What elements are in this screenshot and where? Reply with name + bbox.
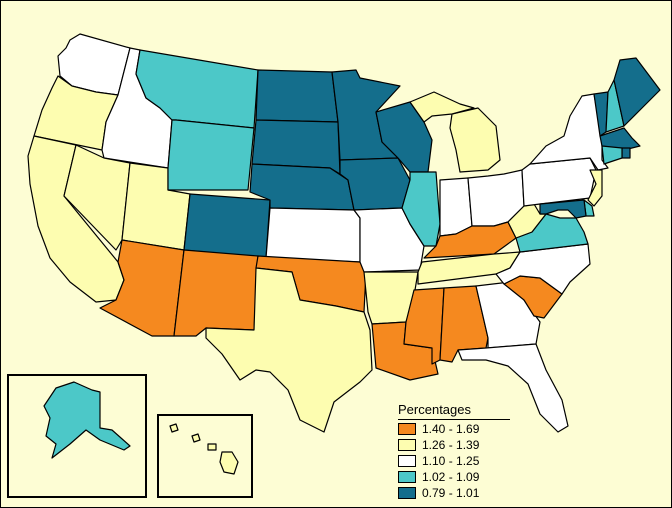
state-maryland xyxy=(539,199,587,219)
legend-title: Percentages xyxy=(398,402,510,420)
legend-swatch xyxy=(398,470,416,483)
alaska-inset xyxy=(43,381,131,459)
legend-item: 1.10 - 1.25 xyxy=(398,453,518,468)
state-rhode-island xyxy=(621,147,631,159)
state-florida xyxy=(457,343,569,433)
legend-label: 1.26 - 1.39 xyxy=(422,437,480,452)
state-michigan xyxy=(449,107,501,173)
alaska-inset-box xyxy=(7,374,147,498)
legend: Percentages 1.40 - 1.69 1.26 - 1.39 1.10… xyxy=(398,402,518,500)
state-texas xyxy=(205,267,373,433)
state-wyoming xyxy=(167,119,255,191)
state-hawaii xyxy=(169,423,239,475)
legend-label: 1.10 - 1.25 xyxy=(422,453,480,468)
state-indiana xyxy=(439,177,473,237)
state-illinois xyxy=(401,171,441,247)
legend-swatch xyxy=(398,422,416,435)
legend-label: 1.40 - 1.69 xyxy=(422,421,480,436)
legend-swatch xyxy=(398,454,416,467)
state-kansas xyxy=(265,207,361,263)
state-north-dakota xyxy=(255,69,339,123)
legend-label: 1.02 - 1.09 xyxy=(422,469,480,484)
state-maine xyxy=(613,57,661,127)
hawaii-inset-box xyxy=(157,414,253,498)
legend-item: 0.79 - 1.01 xyxy=(398,485,518,500)
state-kentucky xyxy=(423,221,517,259)
legend-label: 0.79 - 1.01 xyxy=(422,485,480,500)
legend-swatch xyxy=(398,438,416,451)
state-colorado xyxy=(183,193,271,259)
state-pennsylvania xyxy=(521,157,597,207)
legend-swatch xyxy=(398,486,416,499)
legend-item: 1.26 - 1.39 xyxy=(398,437,518,452)
state-connecticut xyxy=(601,145,623,165)
legend-item: 1.02 - 1.09 xyxy=(398,469,518,484)
legend-item: 1.40 - 1.69 xyxy=(398,421,518,436)
state-michigan-upper xyxy=(409,91,475,123)
state-new-mexico xyxy=(173,249,259,337)
hawaii-inset xyxy=(169,423,239,475)
state-new-jersey xyxy=(587,169,603,207)
state-alaska xyxy=(43,381,131,459)
state-north-carolina xyxy=(495,243,591,295)
